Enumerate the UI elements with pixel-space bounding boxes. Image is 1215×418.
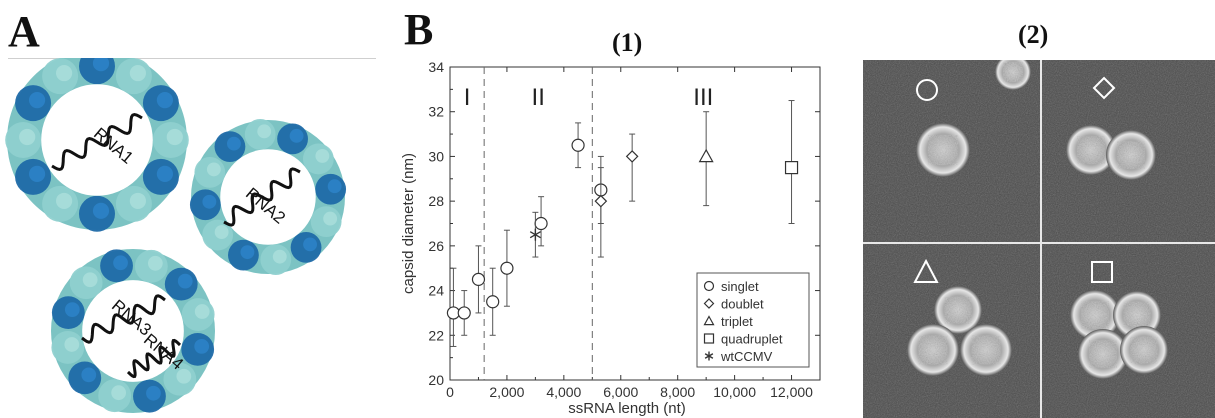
y-tick-label: 22 xyxy=(428,327,444,343)
data-point xyxy=(594,194,608,208)
rna-strand xyxy=(81,294,166,344)
rna-strand xyxy=(126,338,182,379)
y-tick-label: 26 xyxy=(428,238,444,254)
capsid: RNA1 xyxy=(5,58,189,232)
data-point xyxy=(625,150,639,163)
legend-label: wtCCMV xyxy=(720,349,773,364)
capsid-lumen xyxy=(41,84,153,196)
x-tick-label: 12,000 xyxy=(770,384,813,400)
legend-label: quadruplet xyxy=(721,332,783,347)
x-tick-label: 10,000 xyxy=(713,384,756,400)
x-tick-label: 4,000 xyxy=(546,384,581,400)
y-tick-label: 28 xyxy=(428,193,444,209)
data-point xyxy=(698,148,714,163)
em-micrograph-panel xyxy=(863,60,1215,418)
data-point xyxy=(500,261,514,275)
data-point xyxy=(446,306,461,320)
diamond-symbol-icon xyxy=(1092,76,1116,100)
capsid: RNA2 xyxy=(189,118,347,276)
y-tick-label: 32 xyxy=(428,104,444,120)
data-point xyxy=(571,138,585,152)
subfigure-2-title: (2) xyxy=(1018,20,1049,49)
region-label: II xyxy=(532,84,545,111)
legend-marker xyxy=(703,298,715,309)
data-point xyxy=(471,272,486,286)
y-tick-label: 24 xyxy=(428,283,444,299)
legend-label: singlet xyxy=(721,279,759,294)
y-tick-label: 30 xyxy=(428,148,444,164)
capsid-lumen xyxy=(220,149,316,245)
legend-marker xyxy=(703,315,715,326)
data-point xyxy=(534,216,548,231)
region-label: III xyxy=(693,84,713,111)
square-symbol-icon xyxy=(1091,261,1113,283)
x-tick-label: 0 xyxy=(446,384,454,400)
panel-b-letter: B xyxy=(404,5,434,54)
data-point xyxy=(529,228,541,241)
panel-a-divider xyxy=(8,58,376,59)
x-tick-label: 6,000 xyxy=(603,384,638,400)
region-label: I xyxy=(464,84,471,111)
legend-label: doublet xyxy=(721,297,764,312)
x-tick-label: 8,000 xyxy=(660,384,695,400)
triangle-symbol-icon xyxy=(913,258,939,283)
data-point xyxy=(457,306,471,320)
y-tick-label: 20 xyxy=(428,372,444,388)
x-tick-label: 2,000 xyxy=(489,384,524,400)
rna-strand xyxy=(51,112,143,172)
rna-strand xyxy=(223,167,301,227)
data-point xyxy=(486,295,500,309)
legend-box xyxy=(696,272,810,368)
capsid-diameter-chart: 20 22 24 26 28 30 32 34 0 2,000 4,000 6,000 8,000 10,… xyxy=(400,59,821,417)
y-tick-label: 34 xyxy=(428,59,444,75)
circle-symbol-icon xyxy=(916,79,938,101)
y-axis-label: capsid diameter (nm) xyxy=(400,153,417,294)
legend-marker xyxy=(703,333,715,344)
legend-marker xyxy=(703,280,715,292)
legend-label: triplet xyxy=(721,314,753,329)
subfigure-1-title: (1) xyxy=(612,28,643,57)
data-point xyxy=(784,161,799,175)
capsid-lumen xyxy=(82,280,184,382)
legend-marker xyxy=(704,351,714,361)
x-axis-label: ssRNA length (nt) xyxy=(568,400,686,417)
panel-a-letter: A xyxy=(8,7,40,56)
